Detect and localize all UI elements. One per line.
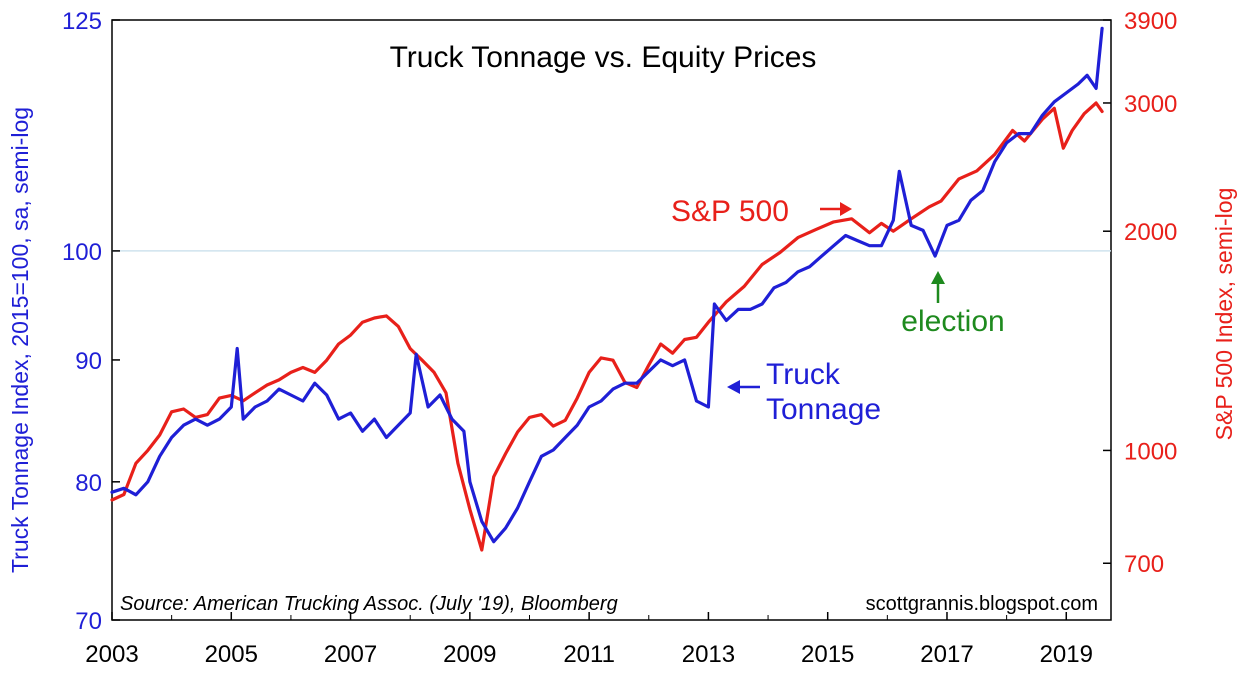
annotation-truck-line1: Truck: [766, 358, 841, 391]
right-tick-label: 700: [1124, 551, 1164, 578]
x-tick-label: 2009: [443, 641, 496, 668]
series-line-sp500: [110, 101, 1104, 552]
annotation-sp500: S&P 500: [671, 195, 789, 228]
x-tick-label: 2011: [563, 641, 615, 668]
right-axis-label: S&P 500 Index, semi-log: [1211, 188, 1237, 441]
series-layer: [110, 26, 1104, 552]
source-note: Source: American Trucking Assoc. (July '…: [120, 593, 618, 615]
left-tick-label: 70: [75, 608, 102, 635]
x-tick-label: 2007: [324, 641, 377, 668]
x-tick-label: 2019: [1040, 641, 1093, 668]
left-tick-label: 100: [62, 239, 102, 266]
left-tick-label: 80: [75, 470, 102, 497]
annotation-election: election: [901, 305, 1004, 338]
left-tick-label: 90: [75, 348, 102, 375]
annotation-truck-arrow: [727, 380, 760, 394]
annotation-truck-line2: Tonnage: [766, 393, 881, 426]
plot-frame: [111, 19, 1112, 621]
x-tick-label: 2005: [205, 641, 258, 668]
right-tick-label: 3900: [1124, 8, 1177, 35]
x-tick-label: 2003: [85, 641, 138, 668]
annotation-election-arrow: [931, 271, 945, 303]
right-tick-label: 2000: [1124, 219, 1177, 246]
left-axis-label: Truck Tonnage Index, 2015=100, sa, semi-…: [7, 107, 33, 573]
tick-layer: 2003 2005 2007 2009 2011 2013 2015 2017 2019 70 80…: [62, 8, 1177, 668]
right-tick-label: 3000: [1124, 91, 1177, 118]
annotation-sp500-arrow: [820, 202, 852, 216]
series-line-truck-tonnage: [110, 26, 1104, 544]
right-tick-label: 1000: [1124, 438, 1177, 465]
x-tick-label: 2013: [682, 641, 735, 668]
left-tick-label: 125: [62, 8, 102, 35]
chart-title: Truck Tonnage vs. Equity Prices: [390, 41, 817, 74]
credit-note: scottgrannis.blogspot.com: [866, 593, 1098, 615]
x-tick-label: 2017: [920, 641, 973, 668]
x-tick-label: 2015: [801, 641, 854, 668]
